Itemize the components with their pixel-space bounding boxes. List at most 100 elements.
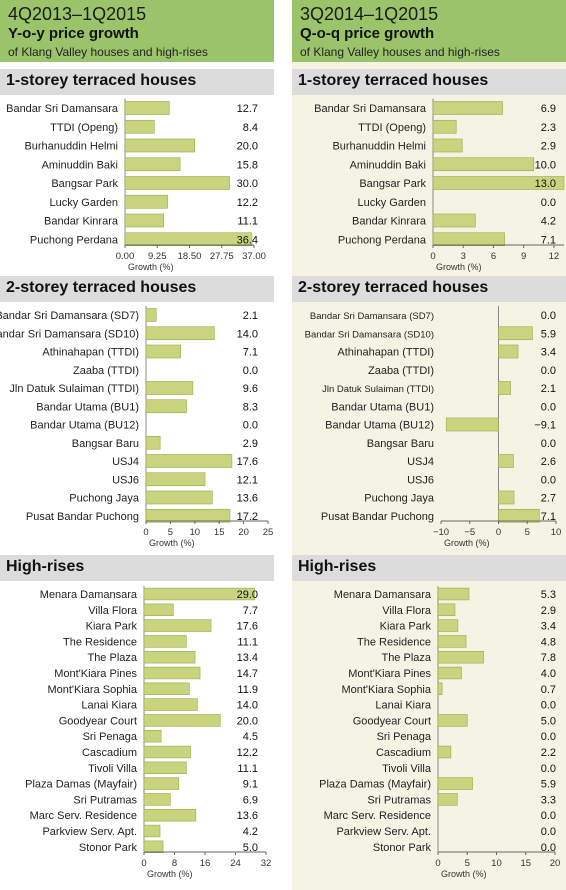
y-o-y-highrises-category-label: Stonor Park [79, 842, 138, 854]
y-o-y-2storey-tick-label: 25 [263, 527, 274, 538]
y-o-y-highrises-bar [143, 793, 171, 806]
q-o-q-highrises-bar [437, 666, 462, 680]
q-o-q-2storey-bar [498, 344, 519, 359]
y-o-y-highrises-category-label: Mont'Kiara Pines [54, 668, 137, 680]
q-o-q-2storey-bar [498, 454, 514, 468]
y-o-y-highrises-value-label: 7.7 [243, 605, 258, 617]
q-o-q-highrises-value-label: 4.0 [541, 668, 556, 680]
q-o-q-1storey-bar [432, 232, 505, 247]
q-o-q-highrises-category-label: Kiara Park [380, 621, 432, 633]
q-o-q-1storey-category-label: TTDI (Openg) [358, 122, 426, 134]
y-o-y-1storey-x-axis-title: Growth (%) [128, 262, 174, 272]
q-o-q-2storey-bar [498, 490, 515, 505]
y-o-y-2storey-bar [145, 308, 157, 322]
y-o-y-highrises-value-label: 13.6 [237, 810, 258, 822]
q-o-q-2storey-value-label: 0.0 [541, 401, 556, 413]
left-section-2storey: 2-storey terraced houses [0, 276, 274, 302]
q-o-q-highrises-value-label: 0.0 [541, 700, 556, 712]
q-o-q-1storey-value-label: 4.2 [541, 216, 556, 228]
y-o-y-1storey-category-label: Burhanuddin Helmi [24, 141, 118, 153]
q-o-q-1storey-bar [432, 213, 476, 228]
y-o-y-highrises-x-axis-title: Growth (%) [147, 869, 193, 879]
q-o-q-2storey-value-label: 0.0 [541, 365, 556, 377]
q-o-q-1storey-category-label: Bandar Sri Damansara [314, 103, 427, 115]
q-o-q-highrises-bar [437, 635, 467, 648]
q-o-q-1storey-value-label: 7.1 [541, 234, 556, 246]
y-o-y-1storey-bar [124, 101, 170, 115]
y-o-y-2storey-tick-label: 5 [168, 527, 173, 538]
q-o-q-highrises-value-label: 0.0 [541, 731, 556, 743]
q-o-q-highrises-tick-label: 5 [465, 858, 470, 869]
q-o-q-highrises-tick-label: 0 [435, 858, 440, 869]
q-o-q-1storey-value-label: 0.0 [541, 197, 556, 209]
right-section-highrises: High-rises [292, 555, 566, 581]
q-o-q-highrises-bar [437, 714, 468, 727]
q-o-q-2storey-tick-label: −5 [464, 527, 475, 538]
y-o-y-2storey-value-label: 12.1 [237, 474, 258, 486]
q-o-q-2storey-value-label: 0.0 [541, 438, 556, 450]
y-o-y-highrises-value-label: 4.5 [243, 731, 258, 743]
q-o-q-2storey-bar [498, 381, 511, 395]
y-o-y-highrises-bar [143, 587, 255, 601]
y-o-y-highrises-category-label: Sri Penaga [83, 731, 138, 743]
y-o-y-1storey-category-label: Bangsar Park [51, 178, 118, 190]
q-o-q-highrises-bar [437, 793, 458, 806]
q-o-q-highrises-category-label: Parkview Serv. Apt. [336, 826, 431, 838]
y-o-y-highrises-value-label: 9.1 [243, 779, 258, 791]
y-o-y-highrises-bar [143, 745, 191, 759]
q-o-q-highrises-bar [437, 777, 473, 790]
y-o-y-2storey-bar [145, 381, 194, 395]
y-o-y-1storey-value-label: 8.4 [243, 122, 258, 134]
y-o-y-2storey-category-label: Pusat Bandar Puchong [26, 511, 139, 523]
q-o-q-2storey-x-axis-title: Growth (%) [444, 538, 490, 548]
q-o-q-1storey-tick-label: 6 [491, 251, 496, 262]
q-o-q-highrises-value-label: 0.7 [541, 684, 556, 696]
y-o-y-1storey-bar [124, 213, 165, 228]
q-o-q-highrises-category-label: Menara Damansara [334, 589, 432, 601]
section-title: High-rises [298, 558, 377, 575]
y-o-y-1storey-tick-label: 0.00 [116, 251, 135, 262]
y-o-y-highrises-bar [143, 603, 174, 617]
q-o-q-highrises-value-label: 2.2 [541, 747, 556, 759]
y-o-y-2storey-category-label: USJ4 [112, 456, 139, 468]
y-o-y-highrises-value-label: 5.0 [243, 842, 258, 854]
q-o-q-2storey-category-label: Bandar Sri Damansara (SD7) [310, 311, 434, 322]
left-section-highrises: High-rises [0, 555, 274, 581]
q-o-q-highrises-category-label: Sri Putramas [367, 794, 431, 806]
y-o-y-1storey-tick-label: 37.00 [242, 251, 266, 262]
y-o-y-highrises-value-label: 11.1 [237, 763, 258, 775]
y-o-y-2storey-tick-label: 10 [190, 527, 201, 538]
y-o-y-2storey-category-label: Bandar Sri Damansara (SD10) [0, 328, 139, 340]
left-panel: 4Q2013–1Q2015 Y-o-y price growth of Klan… [0, 0, 274, 890]
y-o-y-2storey-value-label: 0.0 [243, 365, 258, 377]
y-o-y-2storey-category-label: Bandar Utama (BU1) [36, 401, 139, 413]
left-section-1storey: 1-storey terraced houses [0, 69, 274, 95]
y-o-y-1storey-tick-label: 18.50 [178, 251, 202, 262]
y-o-y-highrises-category-label: Mont'Kiara Sophia [47, 684, 137, 696]
y-o-y-2storey-category-label: USJ6 [112, 474, 139, 486]
y-o-y-2storey-value-label: 2.9 [243, 438, 258, 450]
section-title: 2-storey terraced houses [6, 279, 197, 296]
q-o-q-2storey-value-label: 0.0 [541, 310, 556, 322]
y-o-y-highrises-tick-label: 32 [261, 858, 272, 869]
q-o-q-2storey-tick-label: 10 [551, 527, 562, 538]
y-o-y-highrises-bar [143, 714, 221, 727]
y-o-y-highrises-bar [143, 666, 201, 680]
right-period: 3Q2014–1Q2015 [300, 4, 439, 24]
left-header: 4Q2013–1Q2015 Y-o-y price growth of Klan… [0, 0, 274, 62]
q-o-q-1storey-x-axis-title: Growth (%) [436, 262, 482, 272]
q-o-q-2storey-value-label: 0.0 [541, 474, 556, 486]
q-o-q-1storey-bar [432, 101, 503, 115]
y-o-y-1storey-value-label: 20.0 [237, 141, 258, 153]
y-o-y-2storey-bar [145, 472, 206, 487]
q-o-q-2storey-bar [498, 326, 533, 341]
q-o-q-highrises-value-label: 0.0 [541, 763, 556, 775]
y-o-y-highrises-bar [143, 840, 164, 854]
q-o-q-2storey-value-label: 7.1 [541, 511, 556, 523]
y-o-y-1storey-bar [124, 157, 181, 172]
y-o-y-1storey-category-label: Lucky Garden [50, 197, 118, 209]
q-o-q-2storey-category-label: Bangsar Baru [367, 438, 434, 450]
q-o-q-2storey-category-label: Puchong Jaya [364, 493, 435, 505]
y-o-y-highrises-tick-label: 0 [141, 858, 146, 869]
section-title: 1-storey terraced houses [6, 72, 197, 89]
